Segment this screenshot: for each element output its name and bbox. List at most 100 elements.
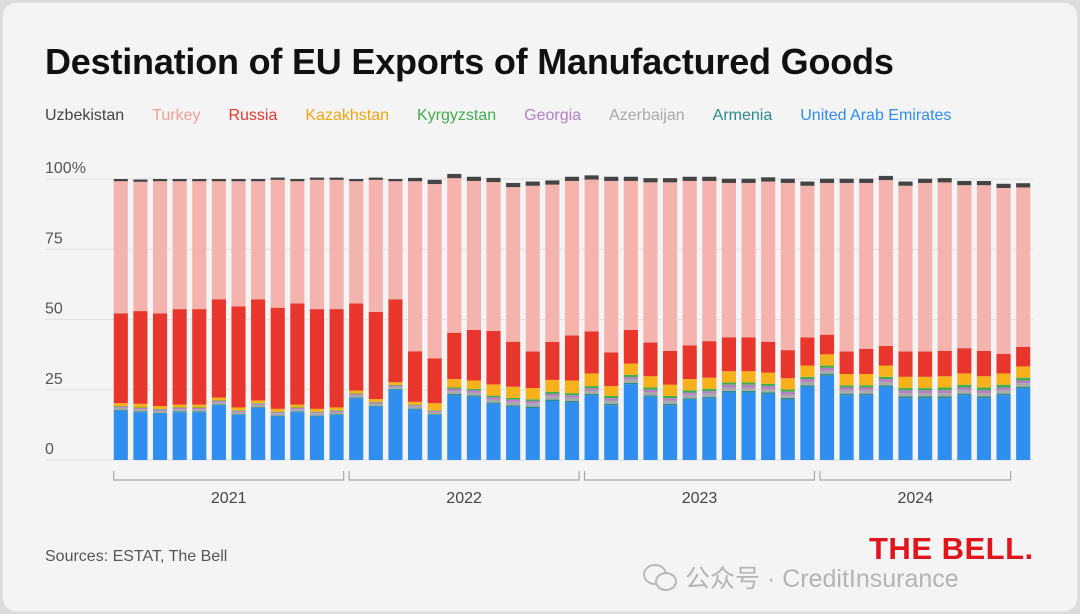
bar-segment-azerbaijan	[721, 387, 736, 391]
bar-segment-kazakhstan	[898, 376, 913, 389]
bar-segment-united-arab-emirates	[623, 384, 638, 460]
bar-segment-united-arab-emirates	[525, 408, 540, 460]
bar-segment-russia	[408, 351, 423, 402]
bar-segment-turkey	[721, 182, 736, 338]
bar-segment-kazakhstan	[761, 372, 776, 384]
bar-segment-kyrgyzstan	[368, 401, 383, 403]
bar-segment-uzbekistan	[309, 177, 325, 180]
bar-segment-russia	[1016, 346, 1031, 367]
bar-segment-turkey	[329, 179, 344, 310]
bar-segment-armenia	[172, 411, 187, 413]
bar-segment-kyrgyzstan	[329, 410, 344, 411]
bar-segment-turkey	[133, 181, 148, 312]
bar-segment-uzbekistan	[486, 177, 501, 183]
bar-segment-russia	[976, 350, 992, 377]
bar-segment-armenia	[447, 393, 462, 396]
bar-segment-georgia	[309, 412, 325, 414]
bar-segment-russia	[702, 341, 717, 378]
bar-segment-armenia	[251, 407, 266, 409]
bar-segment-kyrgyzstan	[976, 387, 992, 391]
bar-segment-kyrgyzstan	[192, 407, 207, 409]
bar-segment-united-arab-emirates	[251, 408, 266, 460]
bar-segment-kyrgyzstan	[290, 407, 305, 409]
y-tick-label: 25	[45, 371, 63, 388]
bar-segment-kyrgyzstan	[133, 407, 148, 409]
bar-segment-kyrgyzstan	[545, 391, 560, 394]
bar-segment-turkey	[859, 182, 874, 349]
bar-segment-united-arab-emirates	[329, 415, 344, 460]
bar-segment-united-arab-emirates	[408, 409, 423, 460]
bar-segment-turkey	[643, 182, 658, 343]
bar-segment-turkey	[702, 180, 717, 342]
bar-segment-uzbekistan	[721, 178, 736, 183]
bar-segment-uzbekistan	[329, 177, 344, 180]
bar-segment-united-arab-emirates	[898, 398, 913, 460]
bar-segment-united-arab-emirates	[721, 392, 736, 460]
bar-segment-turkey	[545, 184, 560, 342]
bar-segment-united-arab-emirates	[957, 395, 972, 460]
bar-segment-russia	[682, 345, 697, 380]
bar-segment-armenia	[506, 405, 521, 407]
bar-segment-russia	[937, 350, 952, 377]
bar-segment-united-arab-emirates	[427, 415, 442, 460]
bar-segment-azerbaijan	[957, 390, 972, 394]
bar-segment-azerbaijan	[231, 411, 246, 415]
bar-segment-uzbekistan	[957, 180, 972, 186]
bar-segment-georgia	[113, 406, 128, 408]
bar-segment-russia	[486, 331, 501, 385]
bar-segment-azerbaijan	[623, 379, 638, 383]
bar-segment-azerbaijan	[427, 411, 442, 415]
bar-segment-kazakhstan	[270, 408, 285, 412]
bar-segment-turkey	[408, 181, 423, 352]
bar-segment-turkey	[819, 182, 835, 335]
bar-segment-kyrgyzstan	[957, 384, 972, 388]
bar-segment-kazakhstan	[564, 380, 580, 394]
bar-segment-turkey	[604, 180, 619, 353]
bar-segment-georgia	[957, 387, 972, 391]
bar-segment-uzbekistan	[761, 177, 776, 182]
bar-segment-kyrgyzstan	[780, 389, 795, 392]
bar-segment-kazakhstan	[290, 404, 305, 408]
bar-segment-georgia	[231, 410, 246, 412]
bar-segment-armenia	[290, 411, 305, 413]
bar-segment-united-arab-emirates	[682, 399, 697, 460]
x-year-label: 2022	[446, 490, 482, 507]
bar-segment-kazakhstan	[584, 373, 599, 387]
bar-segment-turkey	[623, 180, 638, 330]
bar-segment-azerbaijan	[270, 413, 285, 416]
bar-segment-kazakhstan	[780, 378, 795, 390]
bar-segment-kyrgyzstan	[525, 399, 540, 401]
bar-segment-kyrgyzstan	[839, 385, 854, 388]
bar-segment-armenia	[525, 406, 540, 409]
bar-segment-azerbaijan	[859, 390, 874, 394]
bar-segment-russia	[525, 351, 540, 389]
bar-segment-georgia	[486, 397, 501, 400]
bar-segment-russia	[152, 313, 168, 407]
bar-segment-georgia	[839, 387, 854, 391]
bar-segment-azerbaijan	[819, 370, 835, 375]
bar-segment-united-arab-emirates	[604, 405, 619, 460]
bar-segment-kazakhstan	[349, 390, 364, 394]
bar-segment-turkey	[584, 179, 599, 332]
bar-segment-azerbaijan	[447, 391, 462, 394]
bar-segment-russia	[800, 337, 815, 366]
bar-segment-uzbekistan	[898, 181, 913, 186]
bar-segment-georgia	[368, 402, 383, 404]
bar-segment-uzbekistan	[211, 179, 226, 182]
bar-segment-russia	[133, 311, 148, 404]
bar-segment-azerbaijan	[663, 400, 678, 404]
bar-segment-kyrgyzstan	[231, 410, 246, 411]
bar-segment-kyrgyzstan	[113, 406, 128, 407]
bar-segment-armenia	[564, 400, 580, 403]
bar-segment-kazakhstan	[957, 373, 972, 385]
bar-segment-uzbekistan	[152, 179, 168, 182]
bar-segment-kazakhstan	[937, 376, 952, 388]
bar-segment-armenia	[996, 393, 1011, 396]
bar-segment-russia	[957, 348, 972, 374]
bar-segment-united-arab-emirates	[211, 405, 226, 460]
bar-segment-georgia	[780, 391, 795, 395]
bar-segment-azerbaijan	[761, 388, 776, 393]
bar-segment-turkey	[427, 184, 442, 359]
bar-segment-kazakhstan	[329, 407, 344, 411]
